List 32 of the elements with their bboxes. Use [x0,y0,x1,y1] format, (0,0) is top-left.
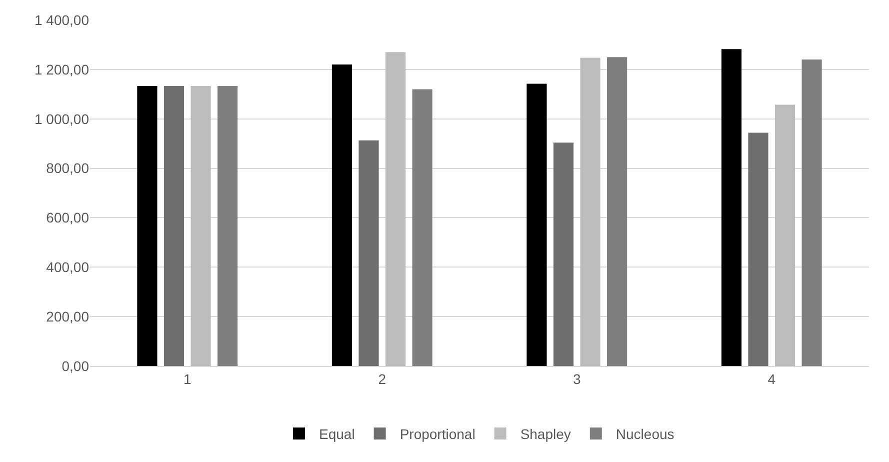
bar [553,142,574,366]
y-tick-label: 200,00 [46,308,90,324]
legend-label: Proportional [400,426,476,442]
bar [526,84,547,366]
y-tick-label: 600,00 [46,210,90,226]
bar [580,58,600,366]
legend-label: Nucleous [616,426,674,442]
legend-label: Equal [319,426,355,442]
bar [802,60,822,366]
y-tick-label: 800,00 [46,160,90,176]
bar [721,49,742,366]
bar [358,140,379,366]
x-tick-label: 2 [378,370,386,387]
y-tick-label: 400,00 [46,259,90,276]
bar [385,52,406,366]
bar [164,86,184,366]
y-tick-label: 0,00 [62,358,90,374]
bar [412,89,432,366]
bar [137,86,158,366]
y-tick-label: 1 400,00 [34,12,90,28]
bar [218,86,238,366]
bar [607,57,628,366]
bar [774,104,796,366]
y-tick-label: 1 200,00 [34,61,90,78]
x-tick-label: 3 [572,370,581,387]
y-tick-label: 1 000,00 [34,110,90,127]
bar [190,86,211,366]
x-tick-label: 1 [183,370,192,387]
bar [748,132,768,366]
legend-label: Shapley [520,426,571,442]
x-tick-label: 4 [768,370,776,387]
bar [332,64,352,366]
